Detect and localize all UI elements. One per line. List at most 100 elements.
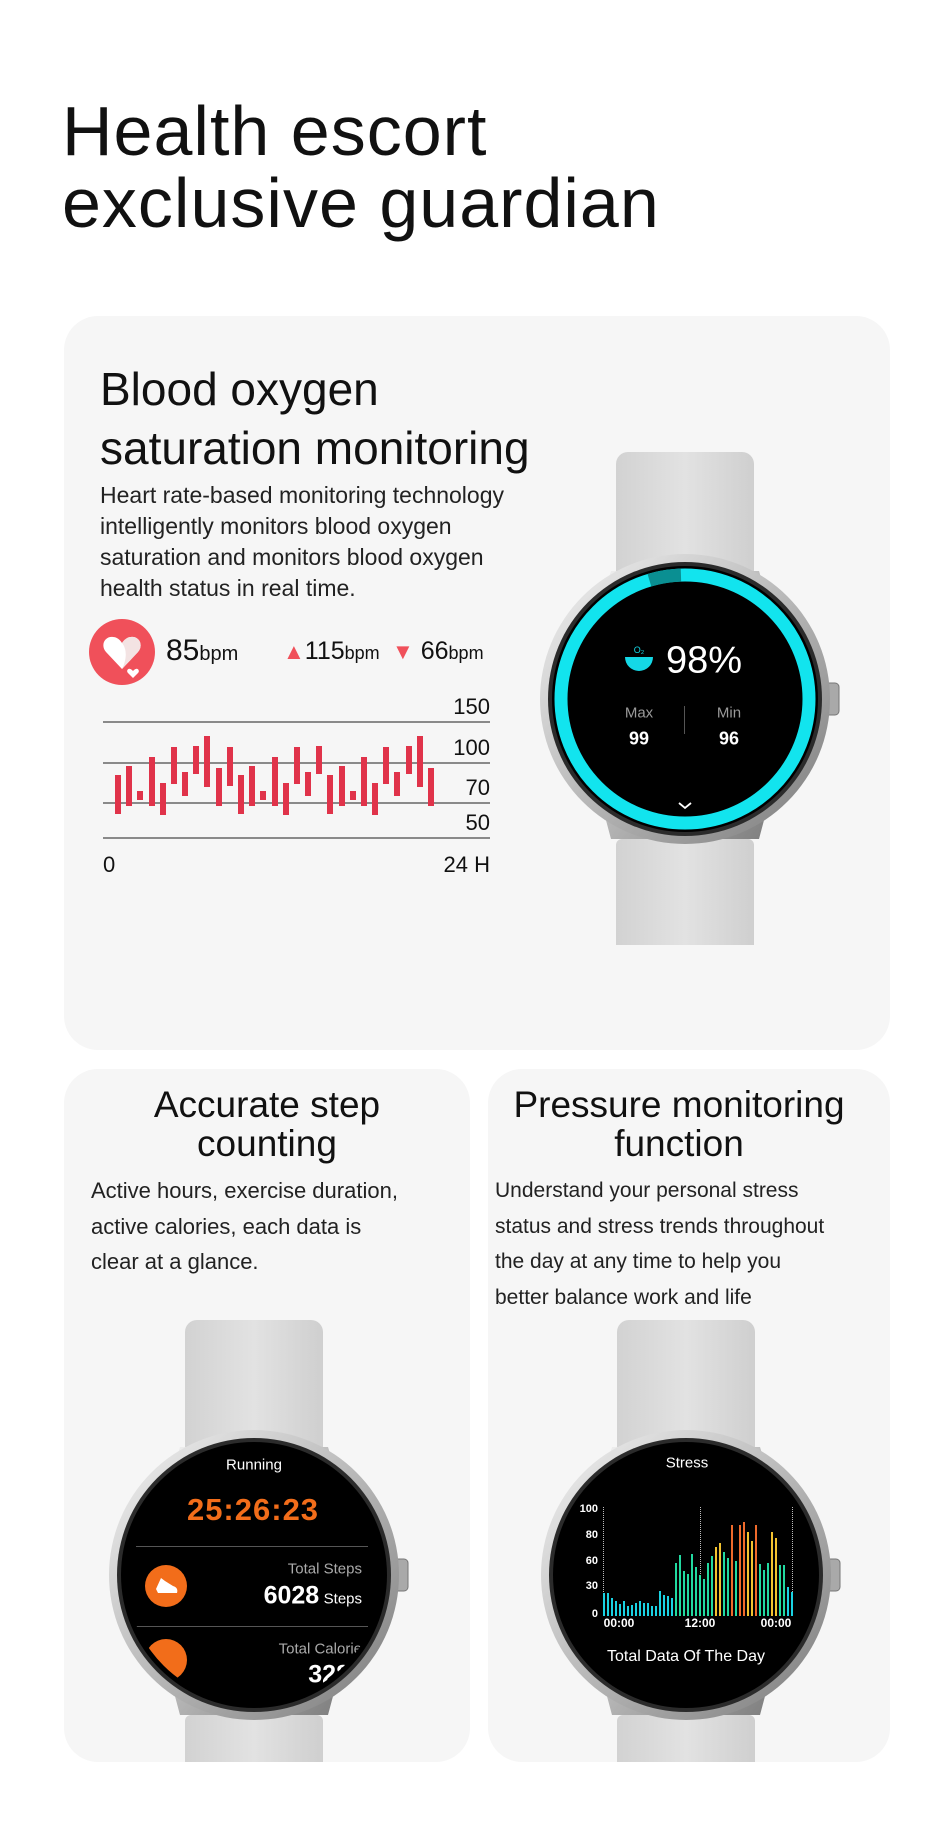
heart-rate-bar (428, 768, 434, 807)
stress-bar (618, 1603, 622, 1616)
x-tick-label: 12:00 (684, 1616, 716, 1630)
dotted-gridline (792, 1507, 793, 1616)
o2-label: O₂ (633, 645, 645, 655)
stress-bar (602, 1592, 606, 1616)
heart-rate-bar (271, 757, 278, 807)
heart-rate-bar (416, 735, 423, 787)
blood-oxygen-description: Heart rate-based monitoring technology i… (100, 480, 504, 604)
running-timer: 25:26:23 (186, 1492, 320, 1527)
heart-rate-bar (372, 783, 379, 816)
stress-bar (638, 1601, 642, 1616)
stress-footer: Total Data Of The Day (607, 1648, 765, 1665)
stress-title: Stress (665, 1454, 709, 1472)
heart-rate-bar (237, 775, 244, 814)
chevron-down-icon[interactable] (678, 802, 692, 810)
stress-bar (754, 1525, 758, 1616)
desc-line: the day at any time to help you (495, 1250, 782, 1273)
heart-rate-bar (115, 775, 121, 814)
heart-rate-bar (215, 768, 222, 807)
watch-screen (553, 1442, 819, 1708)
stress-bar (670, 1598, 674, 1616)
stress-bar (782, 1565, 786, 1616)
heart-rate-bar (316, 745, 323, 774)
heart-rate-bar (170, 746, 177, 785)
stress-bar (678, 1554, 682, 1616)
watch-screen (121, 1442, 387, 1708)
unit: bpm (448, 643, 484, 663)
stress-bar (714, 1547, 718, 1616)
heart-rate-bar (383, 746, 390, 785)
heart-rate-bar (148, 757, 155, 807)
title-line: saturation monitoring (100, 422, 530, 474)
unit: bpm (199, 643, 239, 665)
y-tick-label: 50 (465, 810, 490, 835)
heart-rate-bar (293, 746, 300, 785)
heart-rate-bar (360, 757, 367, 807)
value: 85 (166, 634, 200, 667)
calorie-value: 328 (308, 1660, 350, 1689)
stress-bar (690, 1553, 694, 1616)
stress-bar (758, 1563, 762, 1616)
title-line: Accurate step (153, 1084, 381, 1125)
stress-bar (718, 1543, 722, 1616)
smartwatch-spo2 (540, 452, 840, 945)
stress-bar (706, 1562, 710, 1616)
y-tick-label: 80 (585, 1528, 598, 1541)
heart-rate-bar (159, 783, 166, 816)
stress-bar (674, 1562, 678, 1616)
spo2-progress-ring (554, 568, 816, 830)
desc-line: better balance work and life (495, 1285, 752, 1309)
desc-line: Understand your personal stress (495, 1179, 799, 1202)
y-tick-label: 30 (585, 1580, 598, 1593)
stress-bar (742, 1522, 746, 1616)
stress-bar (710, 1556, 714, 1616)
desc-line: intelligently monitors blood oxygen (100, 513, 452, 539)
value: 66 (420, 637, 449, 665)
heart-icon (89, 619, 155, 685)
unit: Steps (323, 1590, 362, 1608)
triangle-down-icon: ▼ (392, 639, 414, 664)
x-tick-label: 0 (103, 852, 116, 877)
desc-line: status and stress trends throughout (495, 1214, 825, 1238)
watch-band-bottom (616, 845, 754, 945)
heart-rate-bar (226, 747, 233, 786)
gridline (103, 802, 490, 804)
stress-bar (726, 1557, 730, 1616)
stress-bar (722, 1552, 726, 1616)
blood-oxygen-title: Blood oxygen saturation monitoring (100, 360, 530, 478)
value: 115 (304, 637, 345, 665)
running-screen: Running 25:26:23 Total Steps 6028 Steps … (126, 1447, 382, 1703)
gridline (103, 837, 490, 839)
stress-bar (610, 1597, 614, 1616)
x-tick-label: 00:00 (760, 1616, 792, 1630)
stress-bar (662, 1594, 666, 1616)
divider (136, 1626, 368, 1627)
stress-bar (630, 1604, 634, 1616)
divider (136, 1546, 368, 1547)
min-heart-rate: ▼ 66bpm (392, 637, 484, 666)
stress-bar (606, 1592, 610, 1616)
desc-line: Active hours, exercise duration, (91, 1178, 398, 1203)
pressure-description: Understand your personal stress status a… (495, 1173, 824, 1315)
stress-bar (682, 1571, 686, 1616)
stress-bar (634, 1603, 638, 1616)
heart-rate-bar (282, 783, 289, 816)
steps-label: Total Steps (287, 1560, 362, 1578)
value: 6028 (263, 1581, 320, 1610)
stress-bar (614, 1601, 618, 1616)
title-line: counting (197, 1123, 337, 1164)
watch-screen (552, 566, 818, 832)
page-headline: Health escort exclusive guardian (62, 95, 660, 239)
stress-bar (702, 1578, 706, 1616)
heart-rate-bar (137, 791, 144, 801)
heart-rate-bar (405, 745, 412, 774)
title-line: function (614, 1123, 744, 1164)
spo2-value: 98% (665, 639, 743, 682)
y-tick-label: 70 (465, 775, 490, 800)
stress-bar (650, 1605, 654, 1616)
stress-bar (666, 1595, 670, 1616)
stress-bar (654, 1605, 658, 1616)
y-tick-label: 60 (585, 1554, 598, 1567)
desc-line: health status in real time. (100, 575, 356, 601)
max-label: Max (624, 704, 654, 722)
